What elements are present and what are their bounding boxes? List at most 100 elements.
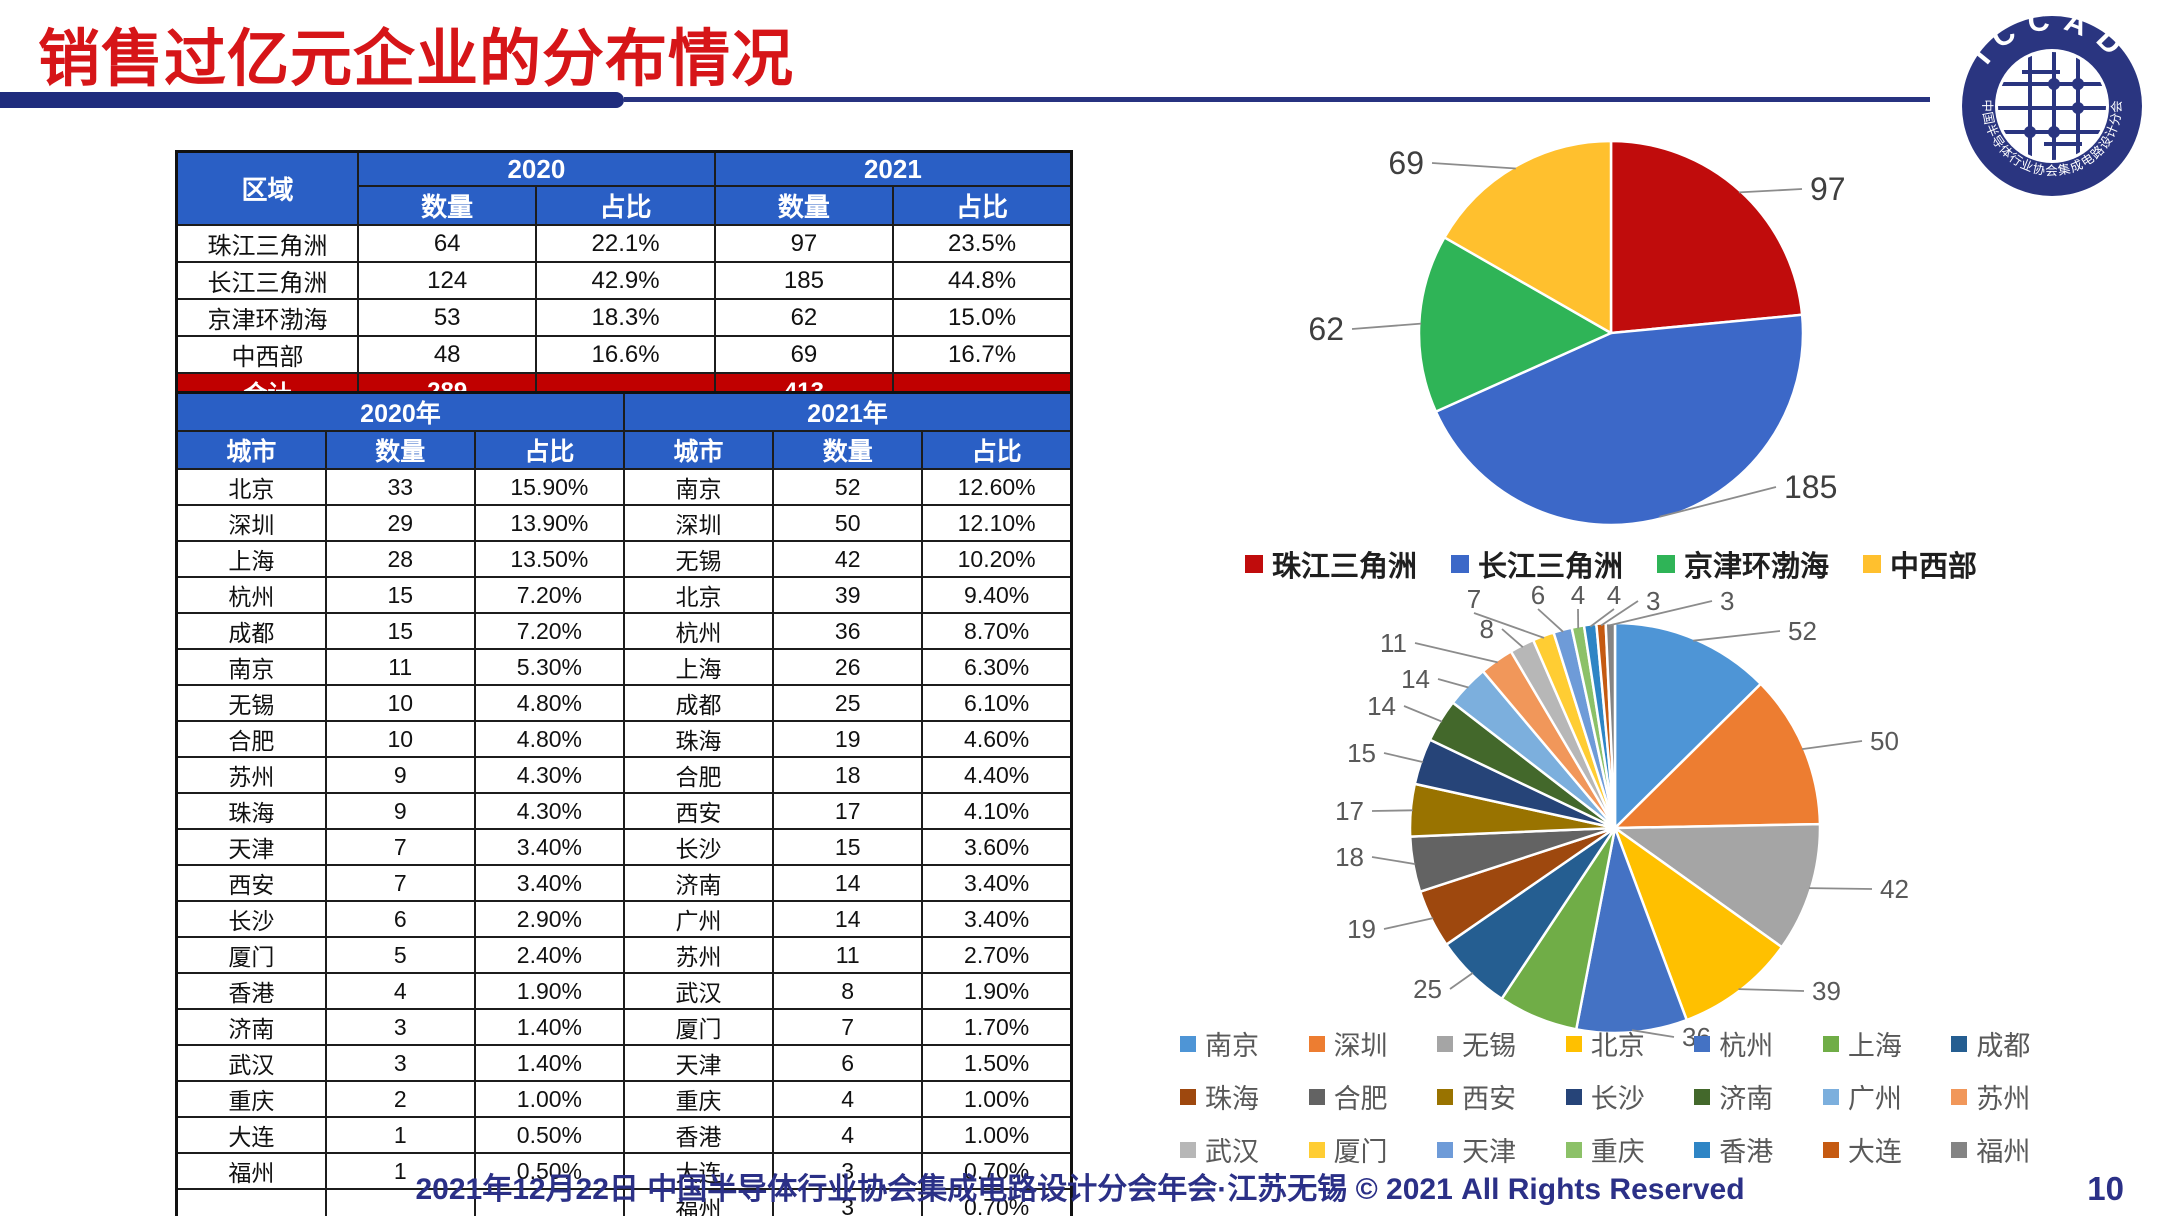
city-row: 香港 4 1.90% 武汉 8 1.90% bbox=[175, 972, 1073, 1010]
city-2021-cell: 珠海 bbox=[622, 720, 775, 758]
city-row: 珠海 9 4.30% 西安 17 4.10% bbox=[175, 792, 1073, 830]
region-row: 中西部 48 16.6% 69 16.7% bbox=[175, 335, 1073, 374]
city-2020-cell: 西安 bbox=[175, 864, 327, 902]
count-2020-cell: 124 bbox=[356, 261, 538, 300]
label-leader-line bbox=[1501, 628, 1524, 648]
legend-item: 京津环渤海 bbox=[1657, 543, 1829, 585]
legend-label: 大连 bbox=[1847, 1137, 1902, 1167]
count-2021-cell: 4 bbox=[772, 1080, 924, 1118]
share-2020-header: 占比 bbox=[535, 185, 716, 226]
share-2021-cell: 4.10% bbox=[921, 792, 1073, 830]
share-2020-cell: 2.40% bbox=[473, 936, 625, 974]
share-2020-cell: 18.3% bbox=[535, 298, 716, 337]
legend-marker-icon bbox=[1244, 555, 1263, 573]
share-2021-cell: 0.70% bbox=[921, 1188, 1073, 1216]
count-col-header: 数量 bbox=[324, 430, 476, 470]
legend-marker-icon bbox=[1822, 1141, 1839, 1158]
count-2021-cell: 36 bbox=[772, 612, 924, 650]
legend-label: 天津 bbox=[1462, 1137, 1517, 1167]
city-2021-cell: 厦门 bbox=[622, 1008, 775, 1046]
data-label-深圳: 50 bbox=[1870, 726, 1899, 756]
legend-label: 合肥 bbox=[1333, 1084, 1388, 1114]
city-2021-cell: 合肥 bbox=[622, 756, 775, 794]
count-2021-cell: 19 bbox=[772, 720, 924, 758]
pie-slice-中西部 bbox=[1443, 139, 1613, 335]
count-2021-cell: 14 bbox=[772, 900, 924, 938]
share-2021-cell: 1.90% bbox=[921, 972, 1073, 1010]
legend-marker-icon bbox=[1694, 1035, 1711, 1052]
legend-item: 珠江三角洲 bbox=[1244, 543, 1417, 585]
legend-label: 珠江三角洲 bbox=[1271, 551, 1417, 583]
city-2020-cell bbox=[175, 1188, 327, 1216]
pie-slice-长江三角洲 bbox=[1434, 313, 1805, 527]
city-2021-cell: 济南 bbox=[622, 864, 775, 902]
share-2020-cell: 4.30% bbox=[473, 792, 625, 830]
legend-marker-icon bbox=[1437, 1035, 1454, 1052]
share-col-header: 占比 bbox=[473, 430, 625, 470]
city-table-header-row1: 2020年 2021年 bbox=[175, 391, 1073, 432]
label-leader-line bbox=[1801, 740, 1863, 750]
legend-label: 武汉 bbox=[1205, 1137, 1259, 1167]
legend-item: 杭州 bbox=[1694, 1024, 1823, 1063]
legend-marker-icon bbox=[1951, 1141, 1968, 1158]
count-2021-cell: 8 bbox=[772, 972, 924, 1010]
share-2021-cell: 3.40% bbox=[921, 864, 1073, 902]
count-2020-cell: 29 bbox=[324, 504, 476, 542]
count-2020-cell: 7 bbox=[324, 864, 476, 902]
label-leader-line bbox=[1473, 612, 1545, 639]
share-2021-cell: 1.00% bbox=[921, 1080, 1073, 1118]
pie-slice-南京 bbox=[1613, 621, 1763, 830]
share-2021-cell: 1.00% bbox=[921, 1116, 1073, 1154]
footer-text: 2021年12月22日 中国半导体行业协会集成电路设计分会年会·江苏无锡 © 2… bbox=[415, 1173, 1745, 1206]
legend-marker-icon bbox=[1308, 1035, 1325, 1052]
share-2021-cell: 3.60% bbox=[921, 828, 1073, 866]
legend-marker-icon bbox=[1694, 1141, 1711, 1158]
share-2020-cell: 1.00% bbox=[473, 1080, 625, 1118]
share-2021-cell: 2.70% bbox=[921, 936, 1073, 974]
city-2021-cell: 深圳 bbox=[622, 504, 775, 542]
data-label-南京: 52 bbox=[1788, 616, 1817, 646]
count-2021-cell: 52 bbox=[772, 468, 924, 506]
city-2020-cell: 长沙 bbox=[175, 900, 327, 938]
city-2020-cell: 北京 bbox=[175, 468, 327, 506]
count-2021-cell: 17 bbox=[772, 792, 924, 830]
count-2021-cell: 3 bbox=[772, 1152, 924, 1190]
city-row: 福州 1 0.50% 大连 3 0.70% bbox=[175, 1152, 1073, 1190]
data-label-大连: 3 bbox=[1646, 586, 1660, 616]
data-label-武汉: 8 bbox=[1480, 614, 1494, 644]
count-2020-cell: 33 bbox=[324, 468, 476, 506]
legend-item: 珠海 bbox=[1180, 1077, 1309, 1116]
count-2021-cell: 69 bbox=[713, 335, 895, 374]
legend-label: 北京 bbox=[1590, 1031, 1645, 1061]
legend-marker-icon bbox=[1437, 1088, 1454, 1105]
legend-marker-icon bbox=[1308, 1141, 1325, 1158]
city-2020-cell: 成都 bbox=[175, 612, 327, 650]
data-label-合肥: 18 bbox=[1335, 842, 1364, 872]
share-2021-cell: 0.70% bbox=[921, 1152, 1073, 1190]
share-2021-cell: 23.5% bbox=[892, 224, 1073, 263]
data-label-长江三角洲: 185 bbox=[1784, 469, 1837, 505]
count-2020-cell: 10 bbox=[324, 720, 476, 758]
legend-marker-icon bbox=[1180, 1141, 1196, 1158]
label-leader-line bbox=[1431, 162, 1516, 170]
share-2020-cell: 4.80% bbox=[473, 684, 625, 722]
pie-slice-北京 bbox=[1613, 826, 1784, 1022]
legend-marker-icon bbox=[1951, 1088, 1968, 1105]
city-year-2020-header: 2020年 bbox=[175, 391, 625, 432]
city-row: 西安 7 3.40% 济南 14 3.40% bbox=[175, 864, 1073, 902]
count-2020-cell: 11 bbox=[324, 648, 476, 686]
city-2021-cell: 长沙 bbox=[622, 828, 775, 866]
region-name-cell: 长江三角洲 bbox=[175, 261, 359, 300]
region-row: 京津环渤海 53 18.3% 62 15.0% bbox=[175, 298, 1073, 337]
legend-item: 长江三角洲 bbox=[1450, 543, 1623, 585]
share-2021-cell: 4.60% bbox=[921, 720, 1073, 758]
share-2020-cell: 15.90% bbox=[473, 468, 625, 506]
count-2021-cell: 185 bbox=[713, 261, 895, 300]
share-2020-cell: 7.20% bbox=[473, 612, 625, 650]
city-row: 武汉 3 1.40% 天津 6 1.50% bbox=[175, 1044, 1073, 1082]
share-2020-cell: 2.90% bbox=[473, 900, 625, 938]
count-2020-cell: 15 bbox=[324, 576, 476, 614]
share-2020-cell bbox=[473, 1188, 625, 1216]
legend-item: 济南 bbox=[1694, 1077, 1823, 1116]
data-label-苏州: 11 bbox=[1380, 628, 1407, 658]
